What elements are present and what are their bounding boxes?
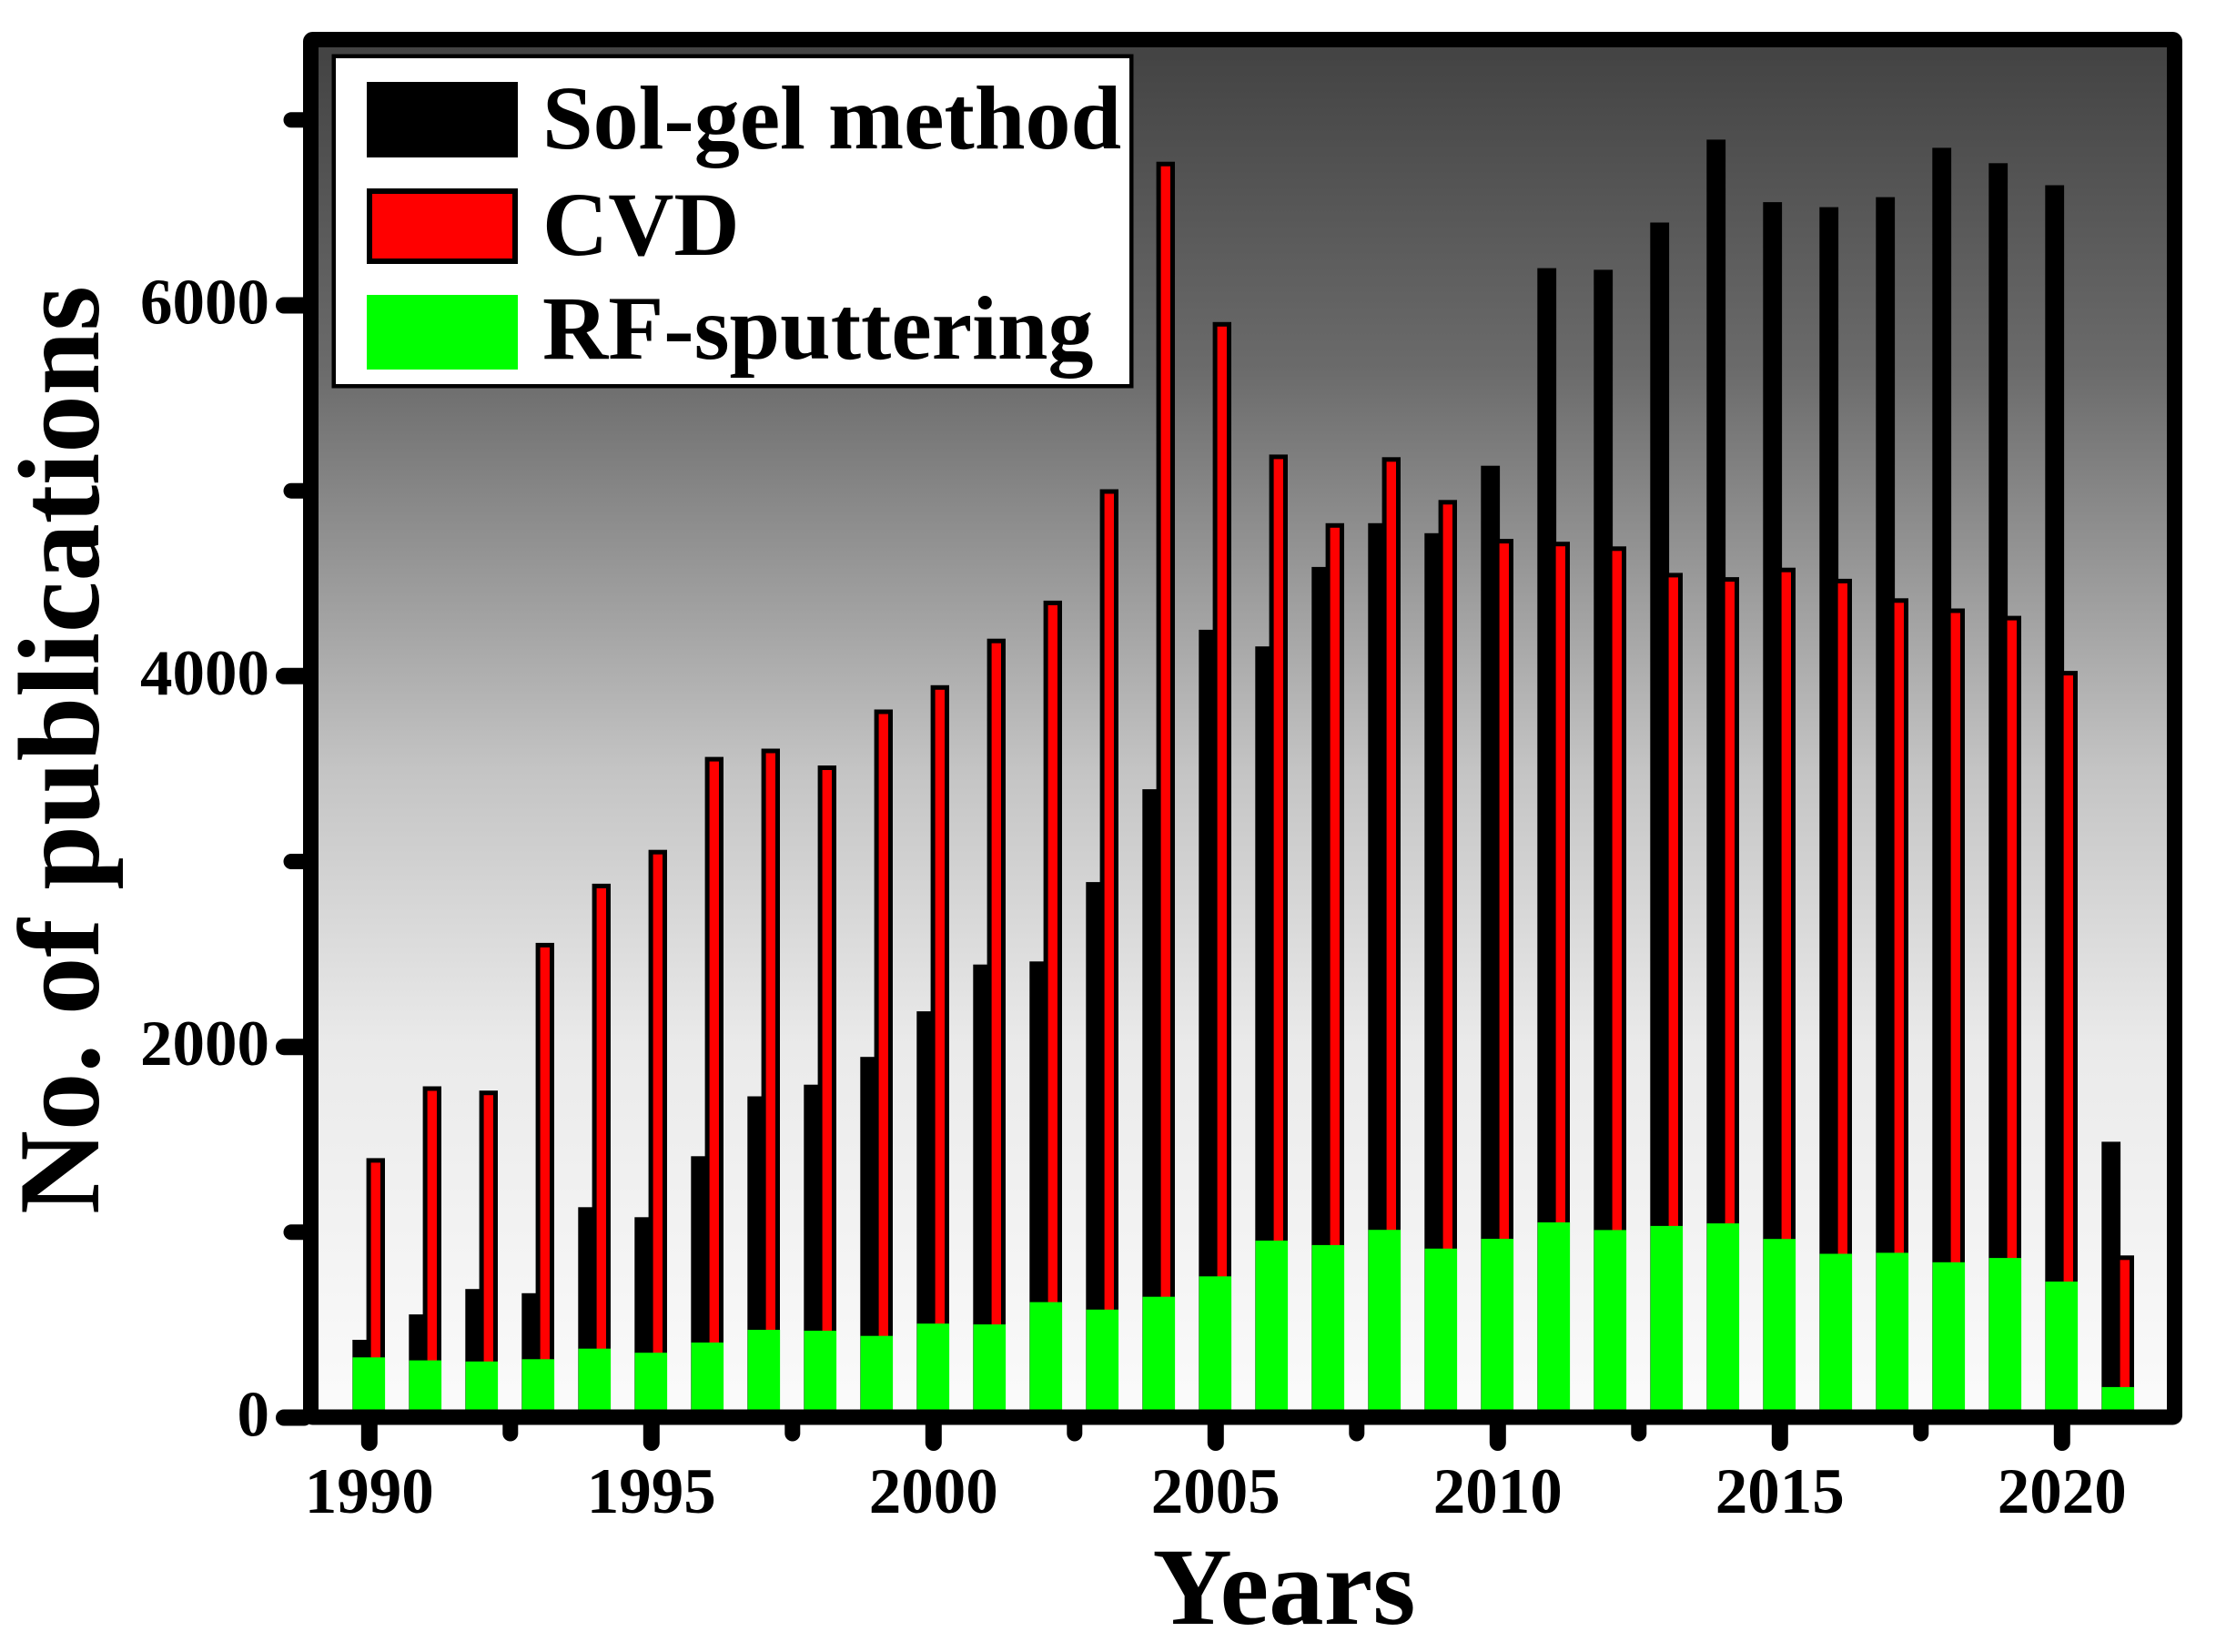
svg-text:1995: 1995: [587, 1456, 716, 1527]
svg-text:No. of publications: No. of publications: [0, 286, 124, 1214]
svg-text:RF-sputtering: RF-sputtering: [542, 278, 1094, 379]
svg-text:Years: Years: [1153, 1526, 1416, 1648]
svg-text:Sol-gel method: Sol-gel method: [542, 67, 1121, 168]
svg-text:4000: 4000: [140, 638, 269, 709]
svg-text:2020: 2020: [1998, 1456, 2127, 1527]
svg-text:2000: 2000: [869, 1456, 998, 1527]
svg-text:1990: 1990: [305, 1456, 434, 1527]
svg-text:2000: 2000: [140, 1008, 269, 1079]
svg-text:CVD: CVD: [542, 174, 740, 275]
svg-text:2015: 2015: [1715, 1456, 1845, 1527]
svg-text:2005: 2005: [1151, 1456, 1280, 1527]
svg-text:0: 0: [238, 1380, 270, 1451]
svg-text:2010: 2010: [1433, 1456, 1563, 1527]
svg-text:6000: 6000: [140, 268, 269, 339]
